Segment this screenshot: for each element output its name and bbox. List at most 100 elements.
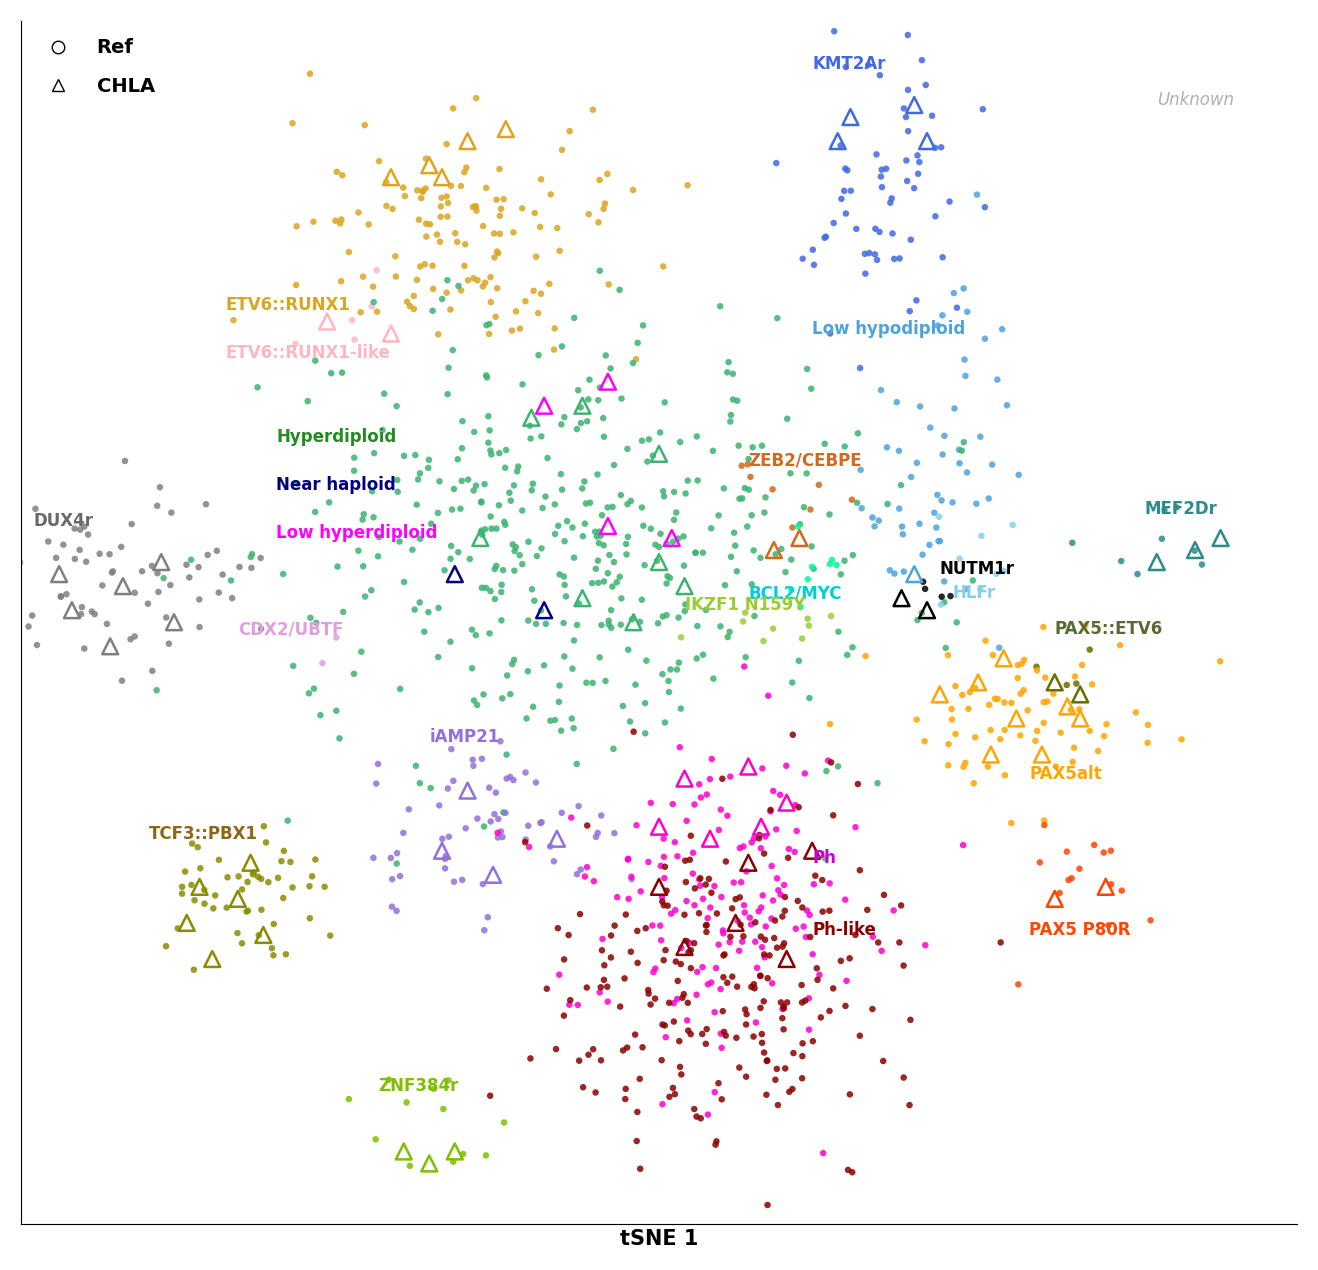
Point (486, 241, 507, 262)
Point (792, 1046, 813, 1067)
Point (410, 528, 431, 549)
Point (795, 991, 816, 1011)
Point (362, 507, 384, 527)
Point (641, 994, 662, 1015)
Point (463, 756, 484, 776)
Point (496, 439, 517, 460)
Point (463, 480, 484, 500)
Point (705, 1134, 726, 1154)
Point (496, 744, 517, 765)
Point (598, 274, 619, 295)
Point (673, 555, 695, 575)
Point (792, 992, 813, 1012)
Point (1079, 721, 1101, 742)
Point (974, 197, 995, 217)
Point (585, 827, 606, 847)
Point (194, 880, 215, 900)
Point (339, 1088, 360, 1109)
Point (770, 785, 791, 805)
Point (547, 218, 568, 239)
Point (746, 1012, 767, 1033)
Point (654, 392, 675, 413)
Point (430, 231, 451, 251)
Point (467, 809, 488, 829)
Point (931, 137, 952, 157)
Point (1017, 700, 1039, 720)
Text: Near haploid: Near haploid (275, 476, 395, 494)
Point (663, 509, 684, 530)
Point (101, 563, 123, 583)
Point (896, 171, 917, 192)
Point (411, 188, 432, 208)
Text: Low hyperdiploid: Low hyperdiploid (275, 525, 438, 542)
Point (18, 616, 40, 636)
Point (697, 1105, 718, 1125)
Point (148, 582, 169, 602)
Point (803, 944, 824, 964)
Point (994, 765, 1015, 785)
Point (753, 991, 774, 1011)
Point (65, 549, 86, 569)
Point (394, 185, 415, 206)
Point (444, 1142, 465, 1162)
Point (436, 206, 457, 226)
Point (567, 615, 588, 635)
Point (602, 497, 623, 517)
Point (631, 431, 652, 451)
Point (812, 870, 833, 890)
Point (774, 998, 795, 1019)
Point (1064, 738, 1085, 758)
Point (892, 525, 913, 545)
Text: PAX5 P80R: PAX5 P80R (1029, 921, 1131, 939)
Point (894, 1067, 915, 1087)
Point (544, 710, 565, 730)
Text: ETV6::RUNX1: ETV6::RUNX1 (225, 296, 349, 314)
Point (232, 933, 253, 954)
Point (651, 930, 672, 950)
Point (757, 1195, 778, 1215)
Point (700, 828, 721, 848)
Point (443, 98, 464, 118)
Point (482, 865, 503, 885)
Point (435, 848, 456, 869)
Point (132, 561, 153, 582)
Point (202, 949, 223, 969)
Point (1056, 842, 1077, 862)
Point (188, 589, 210, 610)
Point (673, 904, 695, 925)
Point (994, 692, 1015, 712)
Point (577, 815, 598, 836)
Point (348, 202, 369, 222)
Text: ZNF384r: ZNF384r (378, 1077, 459, 1095)
Point (1057, 696, 1078, 716)
Point (763, 781, 784, 801)
Point (656, 880, 677, 900)
Point (621, 941, 642, 961)
Point (427, 225, 448, 245)
Point (755, 1085, 776, 1105)
Point (638, 980, 659, 1001)
Point (577, 389, 598, 409)
Point (443, 479, 464, 499)
Point (706, 1132, 728, 1152)
Point (801, 536, 822, 556)
Point (873, 1050, 894, 1071)
Point (515, 291, 536, 311)
Text: iAMP21: iAMP21 (430, 729, 500, 747)
Point (1153, 500, 1174, 521)
Point (713, 1022, 734, 1043)
Point (788, 798, 809, 818)
Point (579, 1045, 600, 1066)
Point (946, 297, 967, 318)
Point (185, 890, 206, 911)
Point (511, 554, 532, 574)
Point (451, 281, 472, 301)
Point (461, 620, 482, 640)
Point (696, 785, 717, 805)
Point (721, 898, 742, 918)
Point (75, 551, 96, 572)
Point (583, 99, 604, 119)
Point (739, 908, 760, 928)
Point (438, 193, 459, 213)
Point (708, 820, 729, 841)
